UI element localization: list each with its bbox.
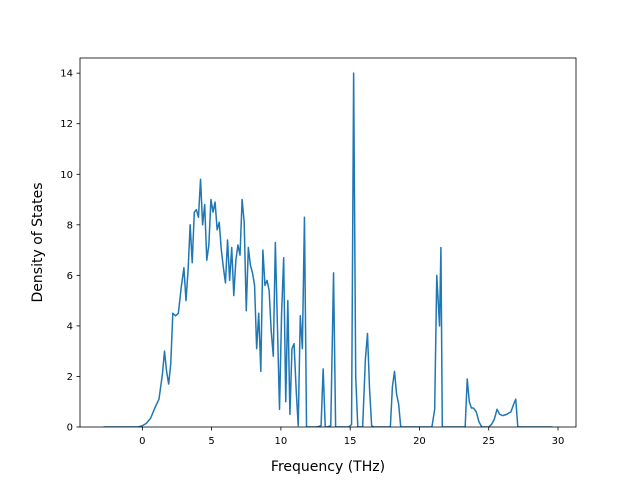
x-tick-label: 25	[482, 436, 495, 447]
y-axis-label: Density of States	[30, 183, 46, 303]
y-tick-label: 10	[60, 170, 73, 181]
x-tick-label: 20	[413, 436, 426, 447]
x-axis-label: Frequency (THz)	[271, 459, 385, 475]
y-tick-label: 14	[60, 69, 73, 80]
axes-frame	[79, 57, 577, 428]
plot-area	[103, 72, 553, 427]
y-tick-label: 6	[67, 271, 73, 282]
dos-line-series-0	[103, 72, 553, 427]
x-tick-label: 5	[208, 436, 214, 447]
x-tick-label: 0	[139, 436, 145, 447]
x-tick-label: 30	[552, 436, 565, 447]
y-tick-label: 4	[67, 321, 73, 332]
y-tick-label: 0	[67, 423, 73, 434]
y-tick-label: 12	[60, 119, 73, 130]
y-tick-label: 2	[67, 372, 73, 383]
x-axis-ticks: 0 5 10 15 20 25 30	[139, 427, 564, 447]
x-tick-label: 10	[275, 436, 288, 447]
x-tick-label: 15	[344, 436, 357, 447]
y-tick-label: 8	[67, 220, 73, 231]
y-axis-ticks: 0 2 4 6 8 10 12 14	[60, 69, 80, 434]
